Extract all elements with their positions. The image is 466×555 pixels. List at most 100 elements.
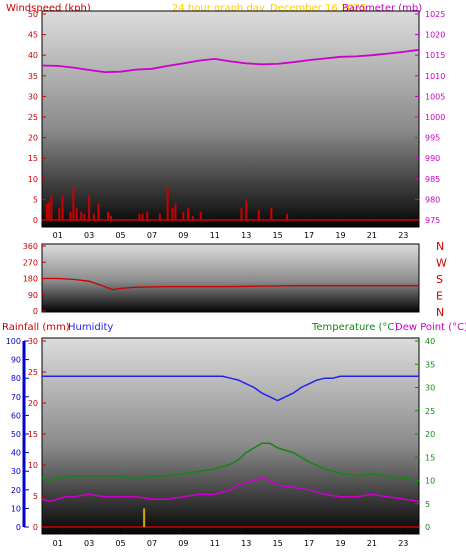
wind-tick-label: 45 bbox=[28, 31, 38, 40]
wind-tick-label: 50 bbox=[28, 10, 38, 19]
x-tick-label: 17 bbox=[304, 539, 314, 548]
temperature-line bbox=[41, 442, 420, 482]
wind-tick-label: 25 bbox=[28, 113, 38, 122]
x-tick-label: 13 bbox=[241, 231, 251, 240]
direction-panel bbox=[41, 243, 420, 313]
compass-label: N bbox=[436, 306, 444, 319]
wind-bar bbox=[75, 207, 78, 220]
x-tick-label: 11 bbox=[210, 539, 220, 548]
x-tick-label: 23 bbox=[398, 539, 408, 548]
baro-tick-label: 990 bbox=[425, 154, 440, 163]
x-tick-label: 03 bbox=[84, 231, 94, 240]
wind-bar bbox=[48, 201, 51, 220]
wind-bar bbox=[171, 207, 174, 220]
wind-bar bbox=[45, 203, 48, 220]
baro-axis-label: Barometer (mb) bbox=[342, 3, 422, 14]
wind-bar bbox=[174, 203, 177, 220]
wind-bar bbox=[88, 195, 91, 220]
baro-tick-label: 1000 bbox=[425, 113, 445, 122]
x-tick-label: 09 bbox=[178, 539, 188, 548]
x-tick-label: 21 bbox=[367, 231, 377, 240]
wind-tick-label: 20 bbox=[28, 134, 38, 143]
direction-tick-label: 90 bbox=[28, 291, 38, 300]
rainfall-bar bbox=[143, 508, 146, 527]
rainfall-tick-label: 30 bbox=[28, 337, 38, 346]
compass-label: N bbox=[436, 240, 444, 253]
baro-tick-label: 1005 bbox=[425, 92, 445, 101]
wind-tick-label: 10 bbox=[28, 175, 38, 184]
humidity-tick-label: 90 bbox=[11, 356, 21, 365]
baro-tick-label: 1015 bbox=[425, 51, 445, 60]
baro-tick-label: 995 bbox=[425, 134, 440, 143]
wind-bar bbox=[270, 207, 273, 220]
compass-label: E bbox=[436, 290, 443, 303]
wind-bar bbox=[80, 211, 83, 220]
x-tick-label: 09 bbox=[178, 231, 188, 240]
wind-tick-label: 15 bbox=[28, 154, 38, 163]
x-tick-label: 05 bbox=[115, 539, 125, 548]
wind-bar bbox=[286, 213, 289, 220]
rainfall-axis-label: Rainfall (mm) bbox=[2, 322, 70, 333]
temperature-axis-label: Temperature (°C) bbox=[311, 322, 398, 333]
wind-axis-label: Windspeed (kph) bbox=[6, 3, 91, 14]
direction-tick-label: 270 bbox=[23, 258, 38, 267]
x-tick-label: 15 bbox=[273, 539, 283, 548]
wind-bar bbox=[92, 213, 95, 220]
compass-label: S bbox=[436, 273, 443, 286]
x-tick-label: 11 bbox=[210, 231, 220, 240]
wind-tick-label: 30 bbox=[28, 92, 38, 101]
baro-tick-label: 975 bbox=[425, 216, 440, 225]
wind-bar bbox=[97, 203, 100, 220]
wind-bar bbox=[69, 211, 72, 220]
wind-bar bbox=[138, 213, 141, 220]
wind-bar bbox=[50, 195, 53, 220]
humidity-line bbox=[42, 375, 419, 402]
x-tick-label: 19 bbox=[335, 539, 345, 548]
humidity-tick-label: 20 bbox=[11, 486, 21, 495]
baro-tick-label: 1010 bbox=[425, 72, 445, 81]
wind-bar bbox=[166, 187, 169, 220]
baro-tick-label: 980 bbox=[425, 195, 440, 204]
humidity-tick-label: 30 bbox=[11, 467, 21, 476]
rainfall-tick-label: 25 bbox=[28, 368, 38, 377]
wind-bar bbox=[191, 215, 194, 220]
wind-tick-label: 0 bbox=[33, 216, 38, 225]
wind-bar bbox=[61, 195, 64, 220]
temperature-tick-label: 0 bbox=[425, 523, 430, 532]
baro-tick-label: 1020 bbox=[425, 31, 445, 40]
wind-bar bbox=[83, 213, 86, 220]
humidity-tick-label: 0 bbox=[16, 523, 21, 532]
compass-label: W bbox=[436, 257, 447, 270]
baro-line bbox=[41, 48, 420, 74]
dewpoint-axis-label: Dew Point (°C) bbox=[395, 322, 466, 333]
wind-bar bbox=[182, 211, 185, 220]
temperature-tick-label: 20 bbox=[425, 430, 435, 439]
rainfall-tick-label: 15 bbox=[28, 430, 38, 439]
wind-bar bbox=[187, 207, 190, 220]
temperature-tick-label: 5 bbox=[425, 500, 430, 509]
wind-bar bbox=[257, 209, 260, 220]
x-tick-label: 07 bbox=[147, 231, 157, 240]
x-tick-label: 05 bbox=[115, 231, 125, 240]
x-tick-label: 19 bbox=[335, 231, 345, 240]
wind-bar bbox=[141, 213, 144, 220]
wind-bar bbox=[240, 207, 243, 220]
wind-bar bbox=[199, 211, 202, 220]
humidity-tick-label: 60 bbox=[11, 411, 21, 420]
graph-date: December 16 2025 bbox=[270, 3, 366, 14]
x-tick-label: 21 bbox=[367, 539, 377, 548]
dewpoint-line bbox=[41, 477, 420, 503]
wind-bar bbox=[58, 207, 61, 220]
wind-bar bbox=[106, 211, 109, 220]
x-tick-label: 03 bbox=[84, 539, 94, 548]
direction-tick-label: 180 bbox=[23, 275, 38, 284]
humidity-tick-label: 70 bbox=[11, 393, 21, 402]
x-tick-label: 01 bbox=[53, 231, 63, 240]
x-tick-label: 17 bbox=[304, 231, 314, 240]
x-tick-label: 01 bbox=[53, 539, 63, 548]
humidity-tick-label: 40 bbox=[11, 449, 21, 458]
temperature-tick-label: 40 bbox=[425, 337, 435, 346]
humidity-tick-label: 50 bbox=[11, 430, 21, 439]
rainfall-tick-label: 20 bbox=[28, 399, 38, 408]
